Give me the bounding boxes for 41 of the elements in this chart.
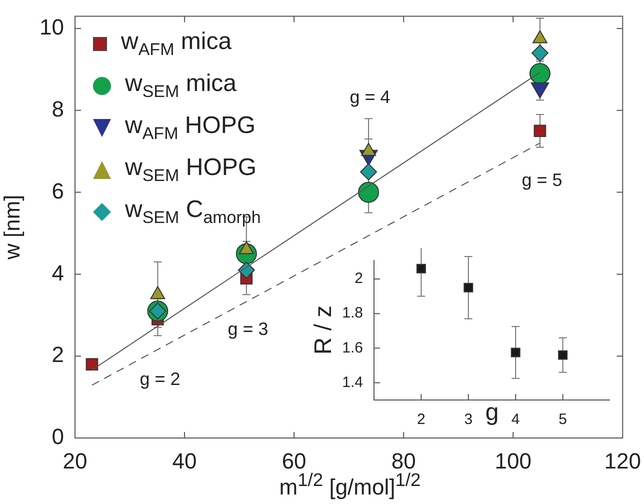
x-tick-label: 100 — [494, 448, 532, 474]
annotation: g = 3 — [228, 318, 268, 339]
x-tick-label: 40 — [172, 448, 197, 474]
y-tick-label: 8 — [52, 96, 64, 122]
x-tick-label: 120 — [604, 448, 642, 474]
legend-label: w$_{SEM}$ HOPG — [125, 154, 257, 186]
point — [360, 163, 378, 180]
y-tick-label: 1.6 — [342, 339, 363, 356]
y-tick-label: 1.8 — [342, 304, 363, 322]
y-tick-label: 0 — [52, 424, 64, 450]
point — [238, 262, 255, 279]
x-tick-label: 5 — [558, 411, 567, 428]
y-tick-label: 2 — [52, 342, 64, 368]
point — [464, 282, 474, 292]
legend-label: w$_{SEM}$ C$_{amorph}$ — [125, 196, 261, 228]
x-axis-title: g — [485, 399, 499, 426]
y-tick-label: 6 — [52, 178, 64, 204]
legend-label: w$_{AFM}$ mica — [121, 28, 232, 60]
point — [534, 124, 546, 138]
x-tick-label: 20 — [62, 448, 88, 474]
y-tick-label: 1.4 — [342, 374, 363, 391]
point — [531, 44, 548, 62]
x-tick-label: 3 — [464, 411, 473, 428]
y-tick-label: 2 — [354, 270, 363, 288]
point — [86, 358, 98, 370]
point — [558, 350, 568, 360]
x-tick-label: 2 — [417, 411, 426, 428]
point — [416, 264, 426, 274]
point — [358, 182, 380, 203]
point — [529, 63, 550, 84]
annotation: g = 2 — [140, 368, 180, 389]
x-tick-label: 4 — [511, 411, 520, 428]
y-axis-title: R / z — [310, 305, 338, 355]
y-axis-title: w [nm] — [0, 194, 24, 260]
point — [510, 348, 520, 358]
legend-label: w$_{SEM}$ mica — [125, 70, 237, 102]
legend-label: w$_{AFM}$ HOPG — [125, 112, 256, 144]
annotation: g = 4 — [350, 86, 390, 107]
y-tick-label: 10 — [40, 14, 64, 40]
y-tick-label: 4 — [52, 260, 64, 286]
annotation: g = 5 — [522, 170, 562, 190]
